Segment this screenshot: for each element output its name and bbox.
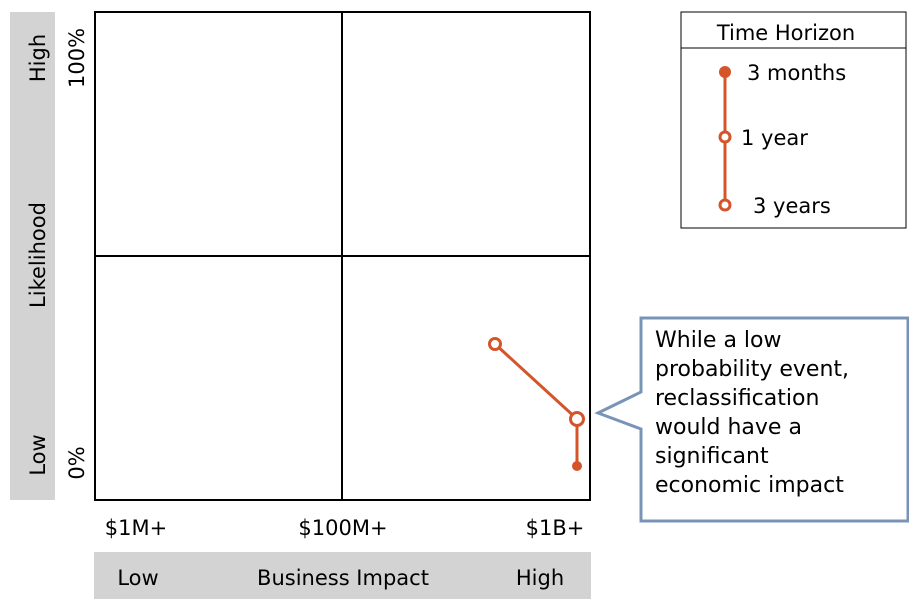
legend-title: Time Horizon <box>716 21 855 45</box>
trajectory-point-3-years <box>488 337 502 351</box>
callout-line: significant <box>655 444 769 469</box>
callout-text: While a low probability event, reclassif… <box>655 326 905 500</box>
y-axis-bottom-value: 0% <box>65 446 89 479</box>
trajectory-point-1-year <box>569 411 585 427</box>
x-axis-band <box>94 552 591 599</box>
legend-item-label: 3 months <box>747 61 846 85</box>
y-axis-top-value: 100% <box>65 28 89 88</box>
y-axis-band <box>10 12 55 500</box>
legend-marker-3-months <box>719 66 731 78</box>
x-tick-label: $1M+ <box>105 516 167 540</box>
x-axis-high-label: High <box>516 566 564 590</box>
y-axis-title: Likelihood <box>26 202 50 308</box>
callout-line: reclassification <box>655 386 820 411</box>
x-tick-label: $1B+ <box>526 516 585 540</box>
callout-line: While a low <box>655 328 782 353</box>
x-tick-label: $100M+ <box>298 516 387 540</box>
legend-item-label: 1 year <box>741 126 808 150</box>
callout-bubble <box>594 316 909 523</box>
trajectory-point-3-months <box>572 461 582 471</box>
x-axis-low-label: Low <box>117 566 158 590</box>
y-axis-low-label: Low <box>26 434 50 475</box>
legend-marker-3-years <box>718 198 732 212</box>
x-axis-title: Business Impact <box>257 566 429 590</box>
callout-line: probability event, <box>655 357 850 382</box>
legend-marker-1-year <box>718 130 732 144</box>
trajectory-segment-3y-1y <box>493 342 579 421</box>
callout-line: would have a <box>655 415 802 440</box>
y-axis-high-label: High <box>26 34 50 82</box>
callout-line: economic impact <box>655 473 844 498</box>
legend-item-label: 3 years <box>753 194 831 218</box>
